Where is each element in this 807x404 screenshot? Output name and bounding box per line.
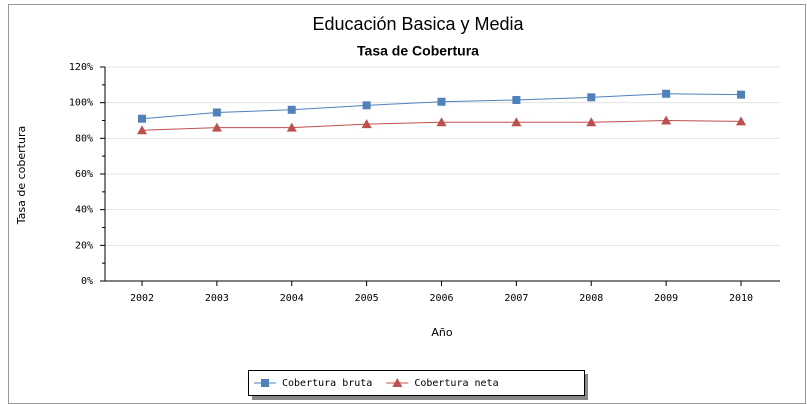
y-tick-label: 80% [75,133,93,144]
x-tick-label: 2005 [355,293,379,304]
x-tick-label: 2010 [729,293,753,304]
marker [661,115,672,125]
chart-subtitle: Tasa de Cobertura [357,43,479,59]
marker [736,116,746,126]
marker [137,125,147,135]
marker [662,89,671,98]
marker [361,119,372,129]
marker [392,378,403,387]
marker [436,117,447,127]
y-axis-label: Tasa de cobertura [15,126,28,225]
marker [586,117,597,127]
marker [437,97,446,106]
x-tick-label: 2004 [280,293,304,304]
y-tick-label: 40% [75,205,93,216]
legend-label: Cobertura neta [414,378,498,389]
marker [587,93,596,102]
x-tick-label: 2006 [429,293,453,304]
frame [8,4,806,404]
y-tick-label: 0% [81,276,93,287]
marker [362,101,371,110]
y-tick-label: 60% [75,169,93,180]
marker [737,90,745,99]
marker [511,117,522,127]
marker [211,122,222,132]
x-tick-label: 2002 [130,293,154,304]
marker [212,108,221,117]
marker [512,95,521,104]
x-tick-label: 2007 [504,293,528,304]
x-tick-label: 2008 [579,293,603,304]
marker [286,122,297,132]
legend-label: Cobertura bruta [282,378,372,389]
marker [287,105,296,114]
y-tick-label: 120% [69,62,93,73]
y-tick-label: 20% [75,240,93,251]
marker [261,379,269,387]
marker [138,114,146,123]
x-tick-label: 2009 [654,293,678,304]
legend [248,370,585,396]
x-tick-label: 2003 [205,293,229,304]
x-axis-label: Año [431,326,452,339]
chart-title: Educación Basica y Media [312,14,524,34]
y-tick-label: 100% [69,98,93,109]
